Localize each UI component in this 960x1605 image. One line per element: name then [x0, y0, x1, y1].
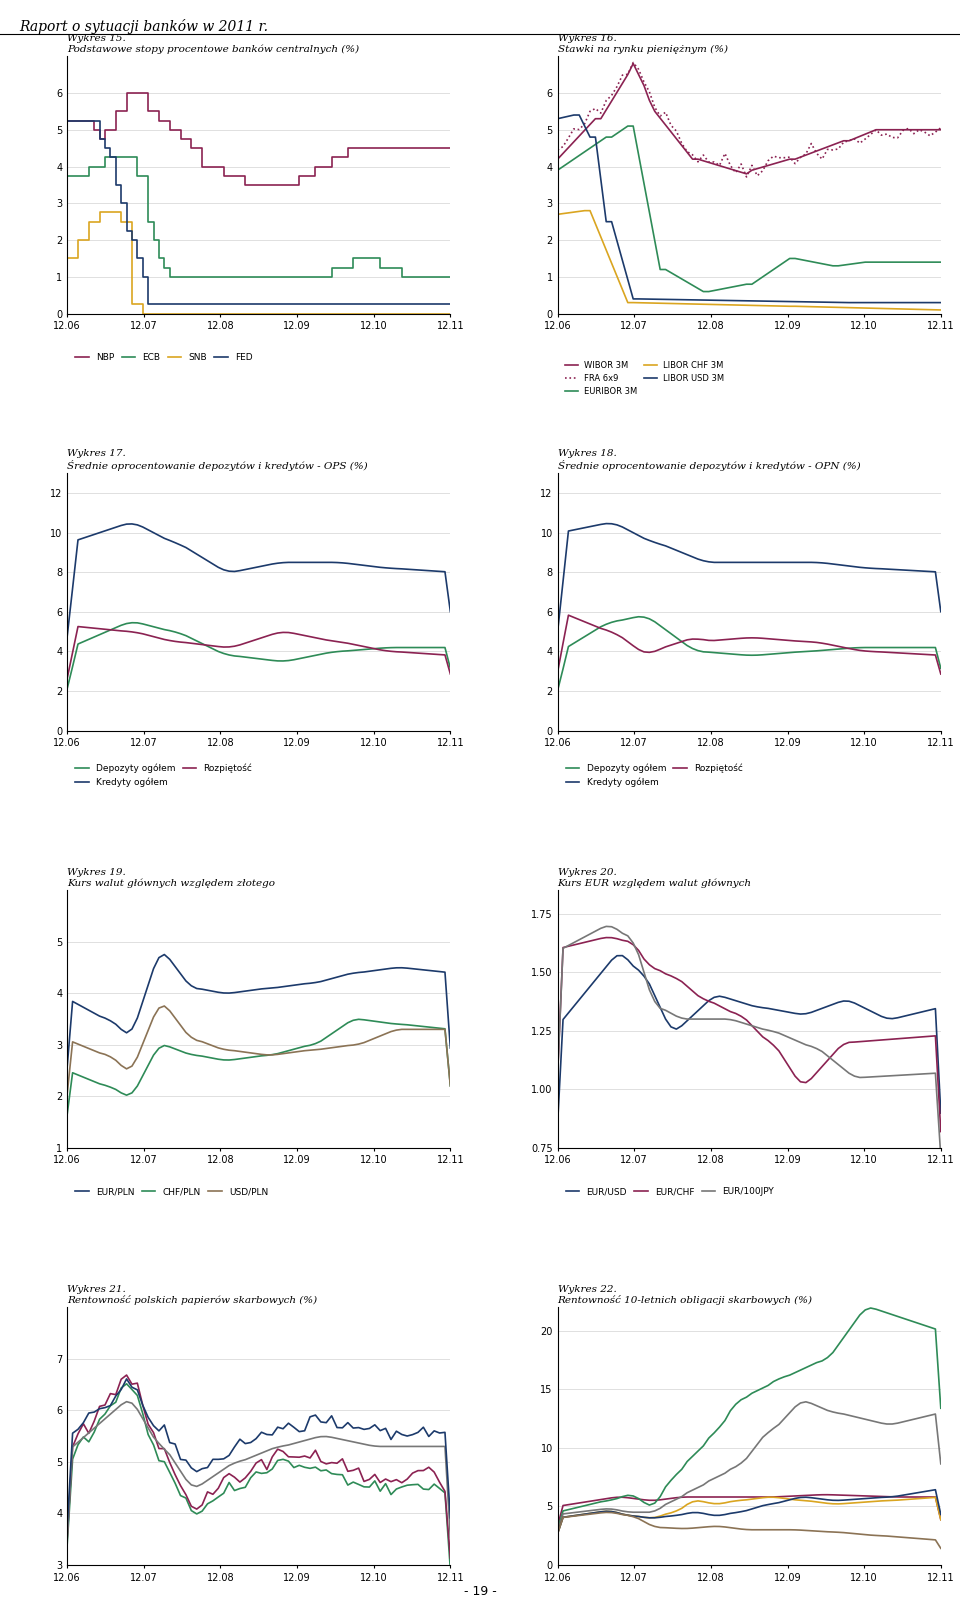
Legend: EUR/USD, EUR/CHF, EUR/100JPY: EUR/USD, EUR/CHF, EUR/100JPY	[563, 1184, 778, 1201]
Text: Wykres 20.
Kurs EUR względem walut głównych: Wykres 20. Kurs EUR względem walut główn…	[558, 868, 752, 888]
Legend: Depozyty ogółem, Kredyty ogółem, Rozpiętość: Depozyty ogółem, Kredyty ogółem, Rozpięt…	[563, 759, 747, 791]
Legend: Depozyty ogółem, Kredyty ogółem, Rozpiętość: Depozyty ogółem, Kredyty ogółem, Rozpięt…	[72, 759, 256, 791]
Text: Wykres 22.
Rentowność 10-letnich obligacji skarbowych (%): Wykres 22. Rentowność 10-letnich obligac…	[558, 1284, 813, 1305]
Legend: WIBOR 3M, FRA 6x9, EURIBOR 3M, LIBOR CHF 3M, LIBOR USD 3M: WIBOR 3M, FRA 6x9, EURIBOR 3M, LIBOR CHF…	[562, 358, 728, 400]
Text: Wykres 17.
Średnie oprocentowanie depozytów i kredytów - OPS (%): Wykres 17. Średnie oprocentowanie depozy…	[67, 449, 368, 472]
Text: Wykres 19.
Kurs walut głównych względem złotego: Wykres 19. Kurs walut głównych względem …	[67, 868, 276, 888]
Text: Wykres 16.
Stawki na rynku pieniężnym (%): Wykres 16. Stawki na rynku pieniężnym (%…	[558, 34, 728, 55]
Text: Wykres 18.
Średnie oprocentowanie depozytów i kredytów - OPN (%): Wykres 18. Średnie oprocentowanie depozy…	[558, 449, 860, 472]
Text: Wykres 15.
Podstawowe stopy procentowe banków centralnych (%): Wykres 15. Podstawowe stopy procentowe b…	[67, 34, 359, 55]
Text: - 19 -: - 19 -	[464, 1586, 496, 1599]
Legend: NBP, ECB, SNB, FED: NBP, ECB, SNB, FED	[72, 350, 256, 366]
Legend: Obligacje 2-letnie, Obligacje 3-letnie, Obligacje 5-letnie, Obligacje 10-letnie: Obligacje 2-letnie, Obligacje 3-letnie, …	[72, 1603, 294, 1605]
Text: Raport o sytuacji banków w 2011 r.: Raport o sytuacji banków w 2011 r.	[19, 19, 268, 34]
Legend: EUR/PLN, CHF/PLN, USD/PLN: EUR/PLN, CHF/PLN, USD/PLN	[72, 1184, 272, 1201]
Text: Wykres 21.
Rentowność polskich papierów skarbowych (%): Wykres 21. Rentowność polskich papierów …	[67, 1284, 318, 1305]
